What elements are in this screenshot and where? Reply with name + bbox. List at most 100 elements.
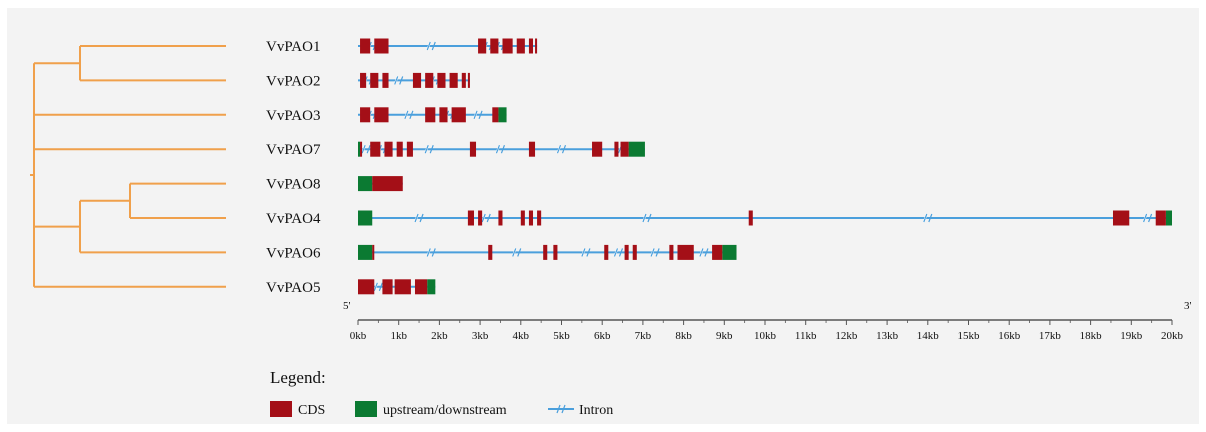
intron-break [426,248,436,257]
cds-exon [614,141,619,157]
intron-break [495,144,506,154]
cds-exon [370,72,379,88]
cds-exon [382,279,393,295]
cds-exon [677,244,694,260]
cds-exon [396,141,403,157]
cds-exon [478,38,487,54]
cds-exon [451,107,466,123]
gene-structures: VvPAO1 VvPAO2 VvPAO3 VvPAO7 VvPAO8 VvPAO4 VvPA… [266,38,1172,296]
cds-exon [620,141,629,157]
axis-tick-label: 1kb [390,330,407,342]
intron-break [424,144,434,154]
phylogenetic-tree [30,45,226,288]
cds-exon [537,210,542,226]
axis-tick-label: 15kb [958,330,981,342]
axis-tick-label: 7kb [635,330,652,342]
cds-exon [360,72,367,88]
intron-break [580,248,591,257]
cds-exon [624,244,629,260]
cds-exon [370,141,381,157]
cds-exon [412,72,422,88]
axis-tick-label: 16kb [998,330,1021,342]
axis-tick-label: 14kb [917,330,940,342]
utr-segment [628,141,645,157]
legend-title: Legend: [270,368,326,387]
gene-row-vvpao3: VvPAO3 [266,107,507,124]
cds-exon [449,72,458,88]
cds-exon [425,107,436,123]
intron-break [393,76,404,85]
cds-exon [469,141,477,157]
legend-label: CDS [298,403,325,418]
gene-row-vvpao6: VvPAO6 [266,244,737,261]
intron-break [426,41,436,51]
axis-tick-label: 20kb [1161,330,1184,342]
intron-break [650,248,660,257]
gene-label: VvPAO3 [266,108,320,124]
intron-break [642,213,652,223]
intron-break [699,248,709,257]
cds-exon [748,210,753,226]
axis-tick-label: 13kb [876,330,899,342]
cds-exon [488,244,493,260]
utr-segment [1165,210,1172,226]
cds-exon [632,244,637,260]
gene-label: VvPAO4 [266,211,321,227]
cds-exon [604,244,609,260]
intron-break [1142,213,1153,223]
intron-break [361,144,371,154]
cds-exon [439,107,448,123]
cds-exon [461,72,466,88]
utr-segment [722,244,737,260]
axis-tick-label: 6kb [594,330,611,342]
axis-tick-label: 10kb [754,330,777,342]
gene-row-vvpao8: VvPAO8 [266,176,403,193]
gene-row-vvpao2: VvPAO2 [266,72,470,89]
cds-exon [712,244,723,260]
gene-label: VvPAO6 [266,245,321,261]
gene-row-vvpao7: VvPAO7 [266,141,645,158]
cds-exon [382,72,389,88]
intron-break [414,213,424,223]
axis-tick-label: 19kb [1120,330,1143,342]
cds-exon [1112,210,1130,226]
cds-exon [467,72,470,88]
cds-exon [528,141,536,157]
cds-exon [553,244,558,260]
axis-tick-label: 9kb [716,330,733,342]
legend-item-cds: CDS [270,401,325,418]
axis-start-label: 5' [343,300,351,312]
cds-swatch [270,401,292,417]
utr-segment [358,141,361,157]
intron-break [613,248,624,257]
cds-exon [498,210,503,226]
cds-exon [520,210,525,226]
axis-tick-label: 2kb [431,330,448,342]
cds-exon [406,141,413,157]
axis-tick-label: 12kb [835,330,858,342]
legend-label: Intron [579,403,613,418]
axis-tick-label: 4kb [513,330,530,342]
gene-row-vvpao4: VvPAO4 [266,210,1172,227]
axis-tick-label: 17kb [1039,330,1062,342]
utr-segment [358,210,373,226]
axis-tick-label: 18kb [1080,330,1103,342]
intron-break [511,248,522,257]
axis-tick-label: 3kb [472,330,489,342]
utr-swatch [355,401,377,417]
cds-exon [1155,210,1166,226]
cds-exon [502,38,513,54]
intron-break [403,110,414,120]
cds-exon [528,38,534,54]
intron-break [373,282,383,292]
axis-tick-label: 0kb [350,330,367,342]
gene-row-vvpao5: VvPAO5 [266,279,436,296]
cds-exon [425,72,434,88]
cds-exon [467,210,474,226]
cds-exon [372,244,375,260]
cds-exon [490,38,499,54]
cds-exon [384,141,393,157]
utr-segment [498,107,507,123]
cds-exon [360,38,371,54]
